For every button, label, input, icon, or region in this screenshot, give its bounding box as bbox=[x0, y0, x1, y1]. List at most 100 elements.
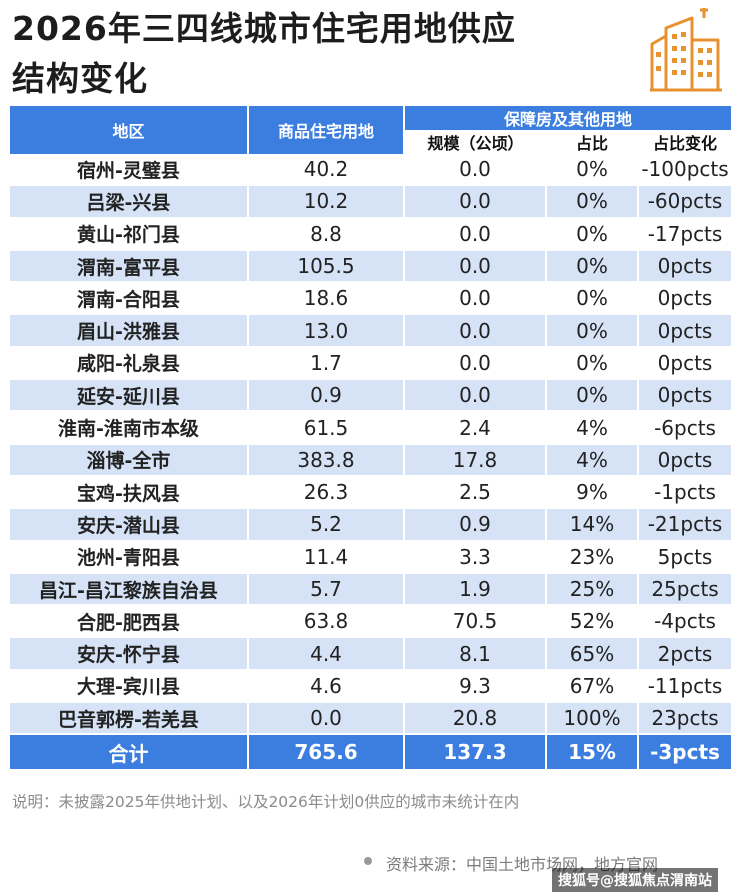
cell-share: 23% bbox=[546, 540, 639, 574]
table-row: 淮南-淮南市本级 61.5 2.4 4% -6pcts bbox=[10, 411, 734, 445]
table-row: 昌江-昌江黎族自治县 5.7 1.9 25% 25pcts bbox=[10, 572, 734, 607]
cell-share-change: -1pcts bbox=[638, 475, 734, 510]
cell-commercial: 383.8 bbox=[248, 443, 405, 477]
table-row: 黄山-祁门县 8.8 0.0 0% -17pcts bbox=[10, 217, 734, 251]
cell-share-change: 0pcts bbox=[638, 379, 734, 413]
cell-region: 黄山-祁门县 bbox=[10, 217, 249, 251]
cell-share-change: 23pcts bbox=[638, 702, 734, 736]
cell-scale: 0.0 bbox=[404, 379, 547, 413]
cell-scale: 0.0 bbox=[404, 282, 547, 316]
cell-region: 宝鸡-扶风县 bbox=[10, 475, 249, 510]
cell-region: 宿州-灵璧县 bbox=[10, 154, 249, 187]
cell-share: 4% bbox=[546, 411, 639, 445]
cell-share: 65% bbox=[546, 637, 639, 671]
cell-share-change: -6pcts bbox=[638, 411, 734, 445]
cell-scale: 2.4 bbox=[404, 411, 547, 445]
title-line-2: 结构变化 bbox=[12, 59, 148, 98]
cell-share: 0% bbox=[546, 282, 639, 316]
cell-region: 大理-宾川县 bbox=[10, 669, 249, 704]
cell-scale: 17.8 bbox=[404, 443, 547, 477]
cell-commercial: 61.5 bbox=[248, 411, 405, 445]
cell-share-change: 5pcts bbox=[638, 540, 734, 574]
table-row: 渭南-合阳县 18.6 0.0 0% 0pcts bbox=[10, 282, 734, 316]
cell-share: 25% bbox=[546, 572, 639, 607]
total-row: 合计 765.6 137.3 15% -3pcts bbox=[10, 734, 734, 770]
building-icon bbox=[650, 8, 722, 92]
header-region: 地区 bbox=[10, 106, 249, 154]
table-row: 吕梁-兴县 10.2 0.0 0% -60pcts bbox=[10, 185, 734, 219]
cell-scale: 70.5 bbox=[404, 605, 547, 639]
cell-region: 安庆-潜山县 bbox=[10, 508, 249, 542]
cell-share-change: -100pcts bbox=[638, 154, 734, 187]
cell-commercial: 105.5 bbox=[248, 249, 405, 284]
header-scale: 规模（公顷） bbox=[404, 130, 546, 154]
page-title: 2026年三四线城市住宅用地供应 结构变化 bbox=[12, 4, 632, 104]
cell-share-change: 0pcts bbox=[638, 282, 734, 316]
cell-share: 67% bbox=[546, 669, 639, 704]
cell-commercial: 13.0 bbox=[248, 314, 405, 348]
cell-share-change: -21pcts bbox=[638, 508, 734, 542]
cell-scale: 3.3 bbox=[404, 540, 547, 574]
cell-share: 4% bbox=[546, 443, 639, 477]
cell-share: 0% bbox=[546, 154, 639, 187]
cell-share-change: 0pcts bbox=[638, 249, 734, 284]
cell-scale: 1.9 bbox=[404, 572, 547, 607]
cell-scale: 8.1 bbox=[404, 637, 547, 671]
table-row: 眉山-洪雅县 13.0 0.0 0% 0pcts bbox=[10, 314, 734, 348]
cell-region: 眉山-洪雅县 bbox=[10, 314, 249, 348]
cell-scale: 2.5 bbox=[404, 475, 547, 510]
cell-share: 0% bbox=[546, 314, 639, 348]
cell-share-change: -4pcts bbox=[638, 605, 734, 639]
cell-share: 0% bbox=[546, 249, 639, 284]
total-scale: 137.3 bbox=[404, 734, 547, 770]
table-row: 渭南-富平县 105.5 0.0 0% 0pcts bbox=[10, 249, 734, 284]
cell-scale: 0.0 bbox=[404, 346, 547, 381]
cell-commercial: 11.4 bbox=[248, 540, 405, 574]
land-supply-table: 地区 商品住宅用地 保障房及其他用地 规模（公顷） 占比 占比变化 宿州-灵璧县… bbox=[10, 106, 734, 770]
cell-share: 52% bbox=[546, 605, 639, 639]
cell-commercial: 1.7 bbox=[248, 346, 405, 381]
cell-share: 0% bbox=[546, 379, 639, 413]
cell-share: 0% bbox=[546, 185, 639, 219]
cell-share: 100% bbox=[546, 702, 639, 736]
header-share-change: 占比变化 bbox=[638, 130, 733, 154]
cell-share-change: 0pcts bbox=[638, 314, 734, 348]
cell-scale: 0.0 bbox=[404, 217, 547, 251]
cell-region: 昌江-昌江黎族自治县 bbox=[10, 572, 249, 607]
cell-share-change: 0pcts bbox=[638, 346, 734, 381]
cell-commercial: 63.8 bbox=[248, 605, 405, 639]
total-label: 合计 bbox=[10, 734, 249, 770]
total-share: 15% bbox=[546, 734, 639, 770]
table-row: 池州-青阳县 11.4 3.3 23% 5pcts bbox=[10, 540, 734, 574]
footnote: 说明：未披露2025年供地计划、以及2026年计划0供应的城市未统计在内 bbox=[12, 793, 520, 811]
cell-commercial: 18.6 bbox=[248, 282, 405, 316]
total-change: -3pcts bbox=[638, 734, 734, 770]
cell-commercial: 0.9 bbox=[248, 379, 405, 413]
cell-scale: 0.0 bbox=[404, 185, 547, 219]
cell-share-change: -60pcts bbox=[638, 185, 734, 219]
table-row: 安庆-潜山县 5.2 0.9 14% -21pcts bbox=[10, 508, 734, 542]
cell-share: 9% bbox=[546, 475, 639, 510]
header-commercial: 商品住宅用地 bbox=[248, 106, 405, 154]
total-commercial: 765.6 bbox=[248, 734, 405, 770]
table-row: 大理-宾川县 4.6 9.3 67% -11pcts bbox=[10, 669, 734, 704]
cell-region: 池州-青阳县 bbox=[10, 540, 249, 574]
header-affordable-group: 保障房及其他用地 bbox=[404, 106, 734, 130]
cell-scale: 9.3 bbox=[404, 669, 547, 704]
table-body: 宿州-灵璧县 40.2 0.0 0% -100pcts 吕梁-兴县 10.2 0.0 0% -60… bbox=[10, 154, 734, 736]
table-row: 延安-延川县 0.9 0.0 0% 0pcts bbox=[10, 379, 734, 413]
cell-scale: 20.8 bbox=[404, 702, 547, 736]
cell-region: 合肥-肥西县 bbox=[10, 605, 249, 639]
cell-scale: 0.0 bbox=[404, 314, 547, 348]
cell-scale: 0.9 bbox=[404, 508, 547, 542]
cell-commercial: 10.2 bbox=[248, 185, 405, 219]
watermark-badge: 搜狐号@搜狐焦点渭南站 bbox=[552, 868, 718, 892]
cell-commercial: 26.3 bbox=[248, 475, 405, 510]
cell-commercial: 40.2 bbox=[248, 154, 405, 187]
table-row: 巴音郭楞-若羌县 0.0 20.8 100% 23pcts bbox=[10, 702, 734, 736]
cell-commercial: 4.4 bbox=[248, 637, 405, 671]
cell-scale: 0.0 bbox=[404, 249, 547, 284]
cell-share-change: 0pcts bbox=[638, 443, 734, 477]
cell-commercial: 4.6 bbox=[248, 669, 405, 704]
cell-region: 渭南-富平县 bbox=[10, 249, 249, 284]
